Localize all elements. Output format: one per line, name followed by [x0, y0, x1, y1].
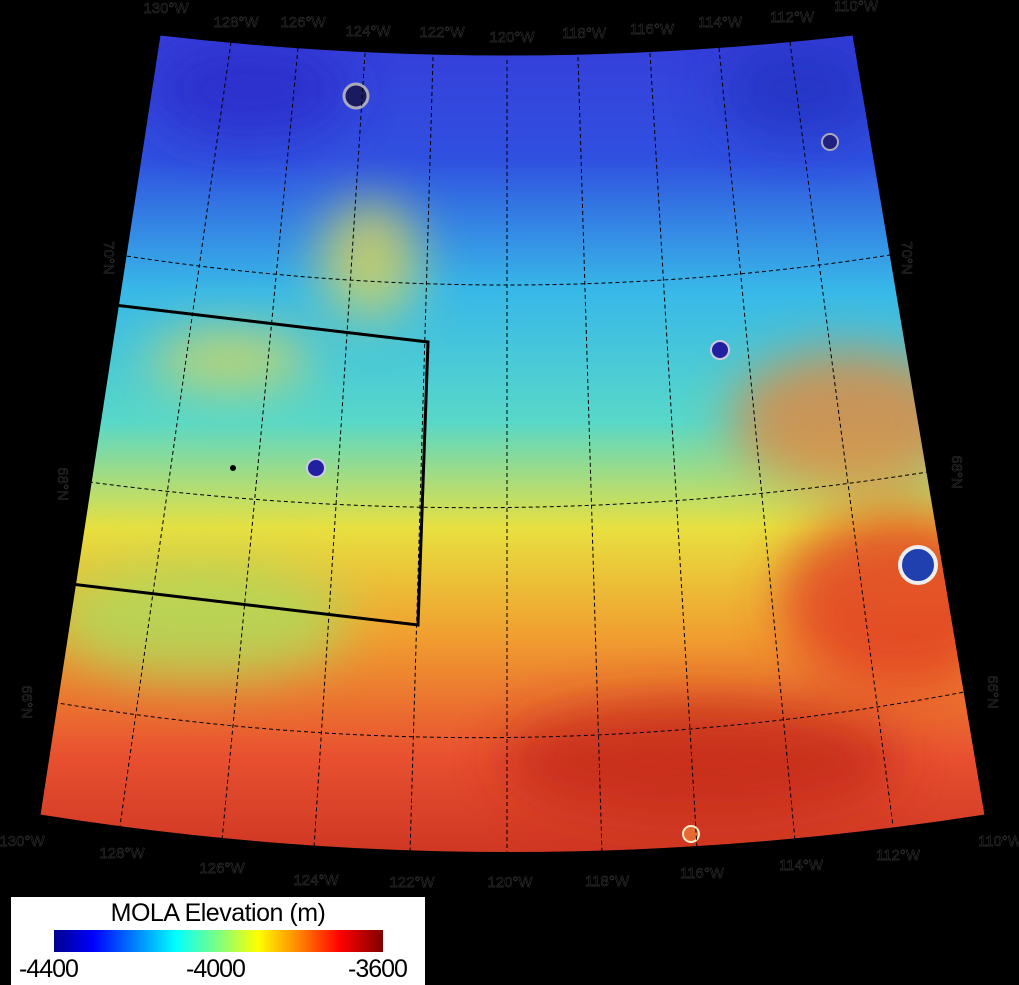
svg-text:114°W: 114°W	[779, 857, 824, 874]
meridian-labels-top: 130°W 128°W 126°W 124°W 122°W 120°W 118°…	[143, 0, 879, 46]
svg-text:126°W: 126°W	[199, 860, 245, 877]
crater	[682, 825, 700, 843]
svg-text:112°W: 112°W	[770, 9, 815, 26]
svg-text:68°N: 68°N	[948, 455, 965, 489]
terrain	[40, 35, 985, 853]
svg-text:116°W: 116°W	[630, 21, 675, 38]
svg-text:122°W: 122°W	[419, 24, 465, 41]
svg-text:116°W: 116°W	[680, 865, 725, 882]
svg-text:66°N: 66°N	[18, 685, 35, 719]
svg-text:114°W: 114°W	[698, 14, 743, 31]
svg-text:66°N: 66°N	[984, 675, 1001, 709]
study-area-box	[18, 298, 430, 627]
crater	[821, 133, 839, 151]
legend-mid-label: -4000	[186, 955, 246, 983]
colorbar	[54, 930, 383, 952]
svg-text:122°W: 122°W	[389, 874, 435, 891]
crater	[898, 545, 938, 585]
svg-text:126°W: 126°W	[280, 14, 326, 31]
svg-text:130°W: 130°W	[0, 833, 45, 850]
svg-text:70°N: 70°N	[100, 241, 117, 275]
meridian-labels-bottom: 130°W 128°W 126°W 124°W 122°W 120°W 118°…	[0, 833, 1019, 891]
elevation-legend: MOLA Elevation (m) -4400 -4000 -3600	[11, 897, 425, 985]
svg-text:110°W: 110°W	[978, 833, 1019, 850]
svg-text:124°W: 124°W	[293, 872, 339, 889]
legend-title: MOLA Elevation (m)	[110, 899, 326, 927]
svg-text:128°W: 128°W	[213, 14, 259, 31]
svg-text:112°W: 112°W	[876, 847, 921, 864]
svg-text:128°W: 128°W	[99, 845, 145, 862]
svg-text:120°W: 120°W	[487, 874, 533, 891]
site-marker	[230, 465, 236, 471]
crater	[710, 340, 730, 360]
crater	[342, 82, 370, 110]
svg-text:70°N: 70°N	[898, 241, 915, 275]
parallel-labels: 70°N 68°N 66°N 70°N 68°N 66°N	[18, 241, 1001, 719]
svg-text:110°W: 110°W	[834, 0, 879, 15]
svg-text:130°W: 130°W	[143, 0, 189, 17]
svg-text:118°W: 118°W	[562, 25, 607, 42]
legend-max-label: -3600	[348, 955, 408, 983]
svg-text:120°W: 120°W	[489, 29, 535, 46]
legend-min-label: -4400	[19, 955, 79, 983]
svg-text:124°W: 124°W	[345, 23, 391, 40]
graticule	[39, 41, 976, 855]
svg-text:118°W: 118°W	[585, 873, 630, 890]
svg-text:68°N: 68°N	[54, 467, 71, 501]
crater	[306, 458, 326, 478]
